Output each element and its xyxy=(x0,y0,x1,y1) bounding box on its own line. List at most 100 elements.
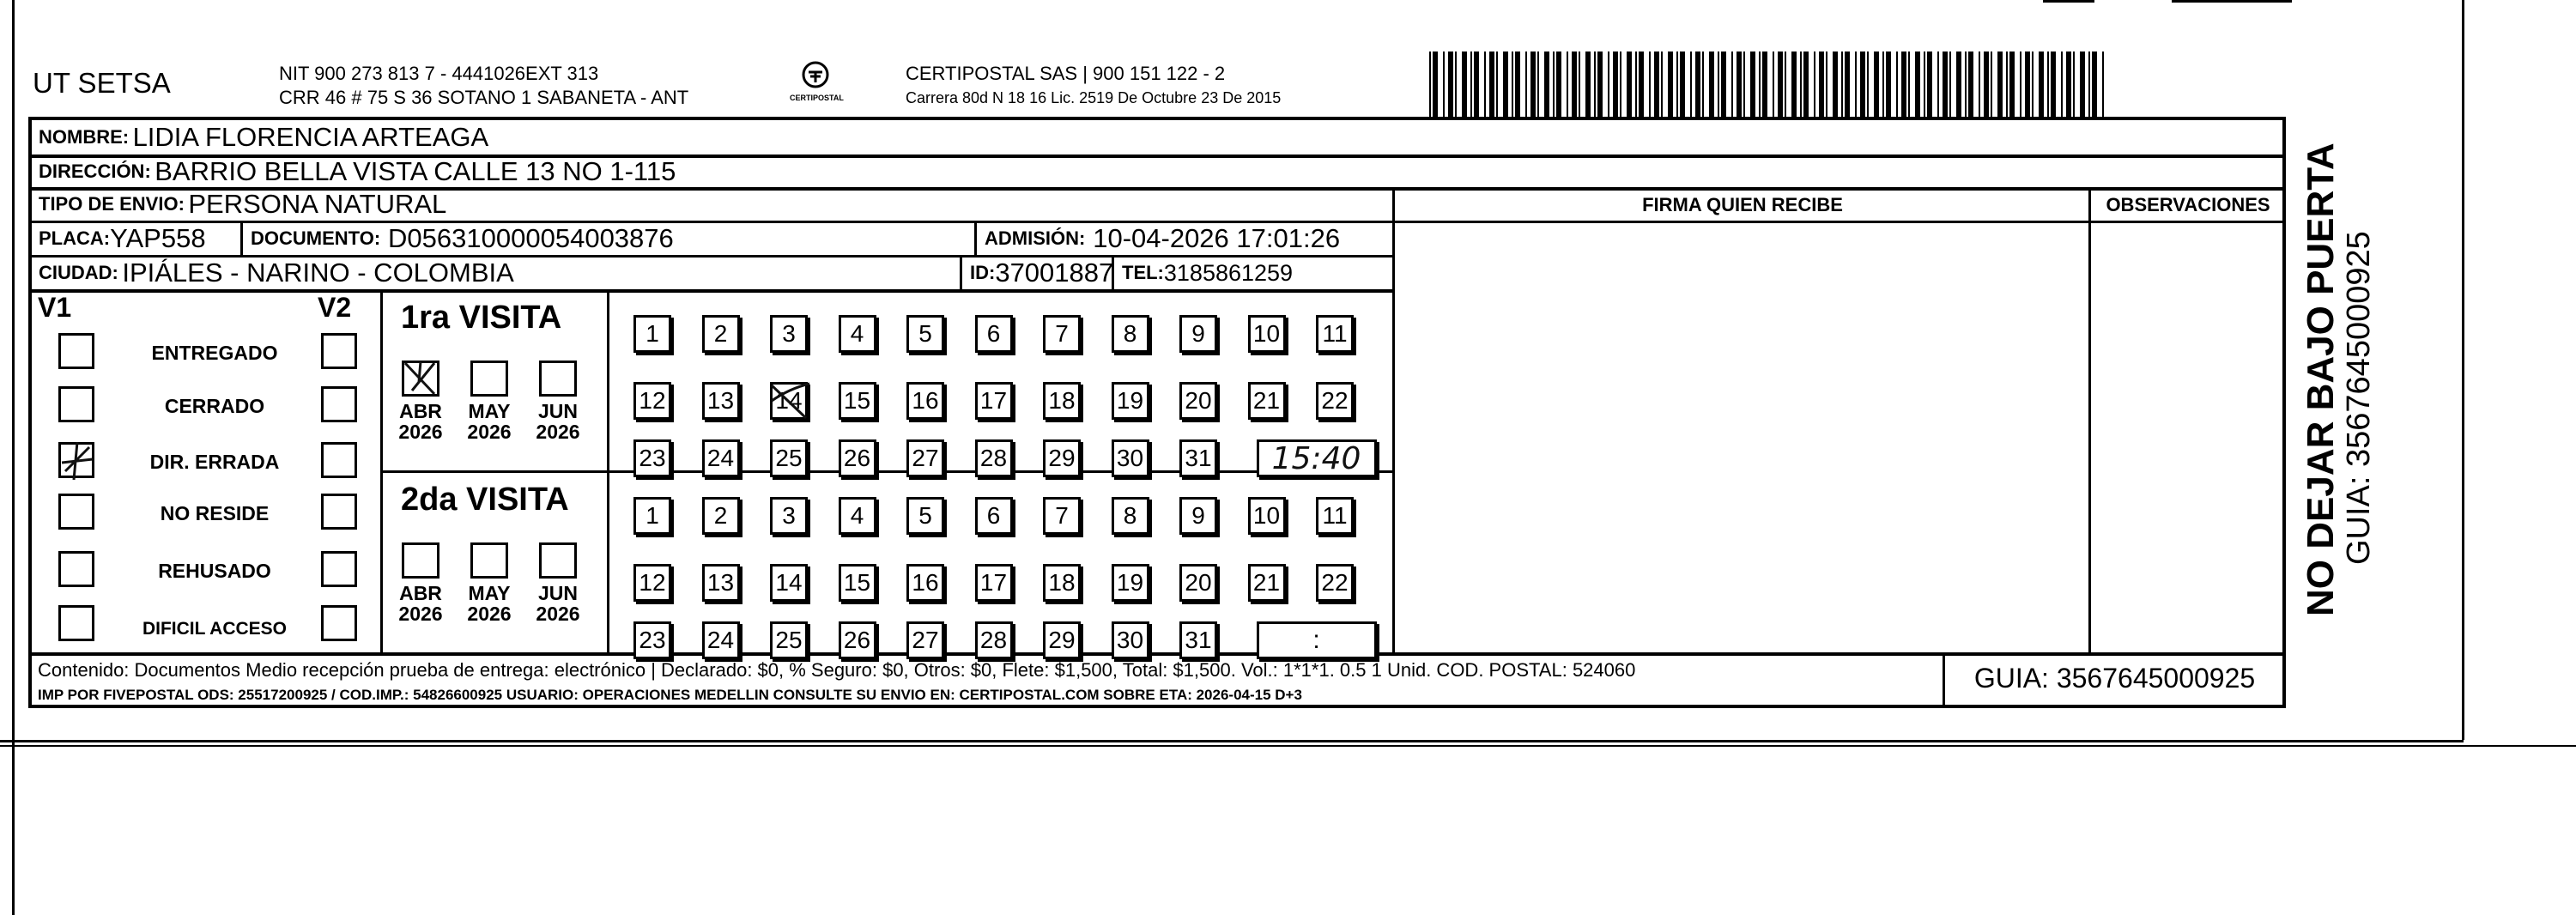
day-box[interactable]: 15 xyxy=(838,382,876,420)
signature-area[interactable] xyxy=(1395,225,2088,651)
day-box[interactable]: 11 xyxy=(1316,315,1354,353)
month-checkbox[interactable] xyxy=(470,361,508,397)
day-box[interactable]: 11 xyxy=(1316,497,1354,535)
day-box[interactable]: 4 xyxy=(838,315,876,353)
month-label: JUN 2026 xyxy=(527,401,589,442)
barcode-bar xyxy=(1800,52,1802,118)
day-box[interactable]: 3 xyxy=(770,497,808,535)
day-box[interactable]: 15 xyxy=(838,564,876,602)
day-box[interactable]: 12 xyxy=(633,564,671,602)
day-box[interactable]: 16 xyxy=(906,382,944,420)
v1-checkbox[interactable] xyxy=(58,551,94,587)
day-box[interactable]: 26 xyxy=(838,439,876,477)
day-box[interactable]: 10 xyxy=(1247,315,1286,353)
divider xyxy=(2088,187,2091,654)
day-box[interactable]: 9 xyxy=(1179,315,1217,353)
day-box[interactable]: 19 xyxy=(1111,564,1149,602)
time-box[interactable]: : xyxy=(1256,621,1377,659)
day-box[interactable]: 29 xyxy=(1043,439,1081,477)
day-box[interactable]: 2 xyxy=(701,497,740,535)
day-box[interactable]: 3 xyxy=(770,315,808,353)
day-box[interactable]: 23 xyxy=(633,621,671,659)
day-box[interactable]: 2 xyxy=(701,315,740,353)
day-box[interactable]: 9 xyxy=(1179,497,1217,535)
day-box[interactable]: 30 xyxy=(1111,621,1149,659)
barcode-bar xyxy=(1721,52,1726,118)
day-box[interactable]: 26 xyxy=(838,621,876,659)
day-box[interactable]: 21 xyxy=(1247,564,1286,602)
v1-checkbox[interactable] xyxy=(58,494,94,530)
day-box[interactable]: 5 xyxy=(906,315,944,353)
day-box[interactable]: 16 xyxy=(906,564,944,602)
day-box[interactable]: 4 xyxy=(838,497,876,535)
day-box[interactable]: 7 xyxy=(1043,315,1081,353)
day-box[interactable]: 22 xyxy=(1316,382,1354,420)
day-box[interactable]: 28 xyxy=(974,621,1013,659)
v2-checkbox[interactable] xyxy=(321,442,357,478)
day-box[interactable]: 1 xyxy=(633,315,671,353)
month-checkbox[interactable] xyxy=(470,542,508,579)
status-label: CERRADO xyxy=(164,395,265,417)
status-label: ENTREGADO xyxy=(151,342,278,364)
v2-header: V2 xyxy=(318,292,352,323)
v2-checkbox[interactable] xyxy=(321,386,357,422)
day-box[interactable]: 17 xyxy=(974,382,1013,420)
guia-footer: GUIA: 3567645000925 xyxy=(1973,663,2256,694)
day-box[interactable]: 12 xyxy=(633,382,671,420)
v2-checkbox[interactable] xyxy=(321,551,357,587)
day-box[interactable]: 21 xyxy=(1247,382,1286,420)
label: ADMISIÓN: xyxy=(985,227,1086,249)
day-box[interactable]: 23 xyxy=(633,439,671,477)
year: 2026 xyxy=(467,421,512,443)
day-box[interactable]: 13 xyxy=(701,382,740,420)
day-box[interactable]: 18 xyxy=(1043,564,1081,602)
day-box[interactable]: 5 xyxy=(906,497,944,535)
time-box[interactable]: 15:40 xyxy=(1256,439,1377,477)
barcode-bar xyxy=(1597,52,1603,118)
day-box[interactable]: 8 xyxy=(1111,497,1149,535)
v1-checkbox[interactable] xyxy=(58,333,94,369)
day-box[interactable]: 20 xyxy=(1179,564,1217,602)
day-box[interactable]: 30 xyxy=(1111,439,1149,477)
day-box[interactable]: 19 xyxy=(1111,382,1149,420)
v2-checkbox[interactable] xyxy=(321,333,357,369)
day-box[interactable]: 14 xyxy=(770,564,808,602)
edge-mark xyxy=(2172,0,2292,3)
day-box[interactable]: 31 xyxy=(1179,439,1217,477)
firma-header: FIRMA QUIEN RECIBE xyxy=(1642,194,1843,215)
day-box[interactable]: 22 xyxy=(1316,564,1354,602)
day-box[interactable]: 8 xyxy=(1111,315,1149,353)
month-checkbox[interactable] xyxy=(402,542,439,579)
day-box[interactable]: 6 xyxy=(974,497,1013,535)
day-box[interactable]: 25 xyxy=(770,439,808,477)
month-checkbox[interactable] xyxy=(539,542,577,579)
day-box[interactable]: 20 xyxy=(1179,382,1217,420)
day-box[interactable]: 29 xyxy=(1043,621,1081,659)
day-box[interactable]: 10 xyxy=(1247,497,1286,535)
month-checkbox[interactable] xyxy=(539,361,577,397)
day-box[interactable]: 17 xyxy=(974,564,1013,602)
v2-checkbox[interactable] xyxy=(321,605,357,641)
v2-checkbox[interactable] xyxy=(321,494,357,530)
day-box[interactable]: 6 xyxy=(974,315,1013,353)
barcode-bar xyxy=(1567,52,1568,118)
day-box[interactable]: 1 xyxy=(633,497,671,535)
day-box[interactable]: 27 xyxy=(906,439,944,477)
day-box[interactable]: 27 xyxy=(906,621,944,659)
day-box[interactable]: 28 xyxy=(974,439,1013,477)
day-box[interactable]: 24 xyxy=(701,439,740,477)
day-box[interactable]: 13 xyxy=(701,564,740,602)
observations-area[interactable] xyxy=(2092,225,2284,651)
v1-checkbox[interactable] xyxy=(58,605,94,641)
day-box[interactable]: 25 xyxy=(770,621,808,659)
day-box[interactable]: 18 xyxy=(1043,382,1081,420)
day-box[interactable]: 24 xyxy=(701,621,740,659)
page-edge-bottom xyxy=(0,740,2464,742)
handwritten-check-icon xyxy=(770,382,810,420)
barcode-bar xyxy=(1443,52,1445,118)
v1-checkbox[interactable] xyxy=(58,386,94,422)
month-label: ABR 2026 xyxy=(390,583,452,624)
day-box[interactable]: 31 xyxy=(1179,621,1217,659)
label: ID: xyxy=(970,262,996,283)
day-box[interactable]: 7 xyxy=(1043,497,1081,535)
